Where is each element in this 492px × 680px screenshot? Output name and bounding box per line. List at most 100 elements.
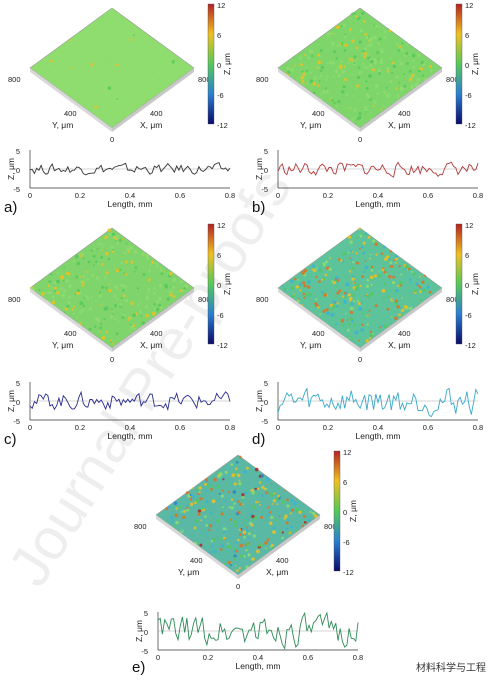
surface-speck bbox=[135, 293, 137, 296]
surface-speck bbox=[366, 294, 371, 299]
surface-speck bbox=[117, 16, 121, 20]
surface-speck bbox=[105, 286, 108, 290]
surface-speck bbox=[335, 57, 338, 60]
surface-speck bbox=[349, 240, 353, 244]
surface-speck bbox=[365, 80, 368, 83]
surface-y-title: Y, μm bbox=[52, 120, 73, 130]
surface-speck bbox=[141, 321, 145, 325]
surface-speck bbox=[124, 298, 129, 303]
surface-speck bbox=[335, 323, 337, 326]
surface-speck bbox=[184, 284, 189, 288]
surface-speck bbox=[353, 108, 357, 112]
surface-speck bbox=[303, 521, 307, 524]
surface-speck bbox=[120, 296, 123, 299]
surface-speck bbox=[111, 342, 114, 345]
surface-speck bbox=[117, 288, 120, 291]
surface-speck bbox=[327, 35, 330, 38]
surface-speck bbox=[50, 286, 53, 290]
surface-speck bbox=[85, 94, 90, 99]
surface-speck bbox=[208, 528, 211, 532]
surface-speck bbox=[300, 75, 305, 80]
profile-trace bbox=[277, 387, 479, 418]
surface-speck bbox=[114, 304, 118, 308]
surface-speck bbox=[111, 93, 115, 97]
surface-speck bbox=[164, 283, 168, 288]
surface-speck bbox=[395, 289, 399, 293]
surface-speck bbox=[416, 303, 419, 306]
profile-x-tick: 0.2 bbox=[75, 423, 85, 432]
surface-speck bbox=[331, 98, 334, 102]
surface-speck bbox=[66, 304, 70, 308]
surface-speck bbox=[119, 303, 123, 307]
surface-edge-left bbox=[30, 288, 112, 352]
credit-text: 材料科学与工程 bbox=[416, 663, 486, 674]
surface-speck bbox=[148, 278, 151, 281]
surface-speck bbox=[75, 254, 79, 259]
surface-speck bbox=[147, 287, 151, 291]
surface-speck bbox=[265, 477, 270, 481]
surface-speck bbox=[328, 257, 331, 260]
surface-map bbox=[277, 227, 443, 349]
surface-speck bbox=[165, 507, 169, 511]
surface-speck bbox=[350, 338, 353, 342]
surface-speck bbox=[312, 82, 317, 86]
surface-speck bbox=[355, 236, 358, 239]
surface-speck bbox=[348, 30, 351, 34]
surface-speck bbox=[283, 290, 286, 293]
surface-speck bbox=[102, 17, 106, 20]
surface-speck bbox=[363, 271, 366, 273]
colorbar-tick: 0 bbox=[465, 281, 469, 290]
colorbar-tick: 0 bbox=[465, 61, 469, 70]
surface-speck bbox=[162, 56, 167, 60]
surface-speck bbox=[69, 69, 72, 72]
surface-speck bbox=[166, 297, 170, 301]
surface-speck bbox=[298, 297, 300, 300]
surface-speck bbox=[138, 97, 141, 100]
surface-speck bbox=[72, 305, 76, 308]
surface-speck bbox=[140, 315, 143, 318]
surface-speck bbox=[317, 60, 322, 64]
surface-speck bbox=[64, 279, 69, 283]
surface-speck bbox=[50, 59, 53, 63]
surface-speck bbox=[130, 38, 133, 41]
surface-speck bbox=[47, 284, 51, 288]
surface-speck bbox=[255, 539, 258, 541]
surface-speck bbox=[199, 543, 203, 547]
surface-speck bbox=[419, 298, 423, 302]
surface-speck bbox=[171, 284, 175, 288]
surface-speck bbox=[332, 281, 336, 285]
surface-speck bbox=[355, 46, 359, 50]
surface-speck bbox=[58, 77, 61, 80]
surface-speck bbox=[366, 53, 370, 58]
surface-speck bbox=[88, 327, 92, 331]
surface-speck bbox=[325, 308, 329, 312]
surface-speck bbox=[415, 82, 420, 86]
surface-speck bbox=[337, 100, 341, 104]
surface-speck bbox=[131, 27, 134, 30]
surface-speck bbox=[210, 539, 214, 543]
surface-speck bbox=[347, 251, 350, 254]
surface-speck bbox=[141, 252, 146, 256]
surface-speck bbox=[47, 290, 52, 295]
profile-x-tick: 0.6 bbox=[423, 423, 433, 432]
colorbar-tick: 12 bbox=[217, 221, 225, 230]
surface-speck bbox=[183, 509, 187, 513]
surface-speck bbox=[376, 24, 379, 28]
surface-speck bbox=[378, 25, 381, 28]
surface-speck bbox=[309, 71, 312, 75]
surface-speck bbox=[111, 308, 113, 310]
surface-speck bbox=[158, 303, 162, 307]
surface-speck bbox=[118, 238, 123, 243]
surface-speck bbox=[341, 324, 345, 327]
surface-speck bbox=[96, 262, 99, 265]
surface-speck bbox=[100, 98, 102, 100]
surface-speck bbox=[346, 107, 349, 110]
surface-speck bbox=[127, 59, 131, 63]
surface-speck bbox=[290, 286, 295, 290]
surface-speck bbox=[354, 330, 359, 335]
surface-speck bbox=[350, 302, 354, 306]
surface-speck bbox=[130, 260, 134, 264]
surface-speck bbox=[84, 40, 89, 44]
surface-speck bbox=[261, 494, 265, 498]
